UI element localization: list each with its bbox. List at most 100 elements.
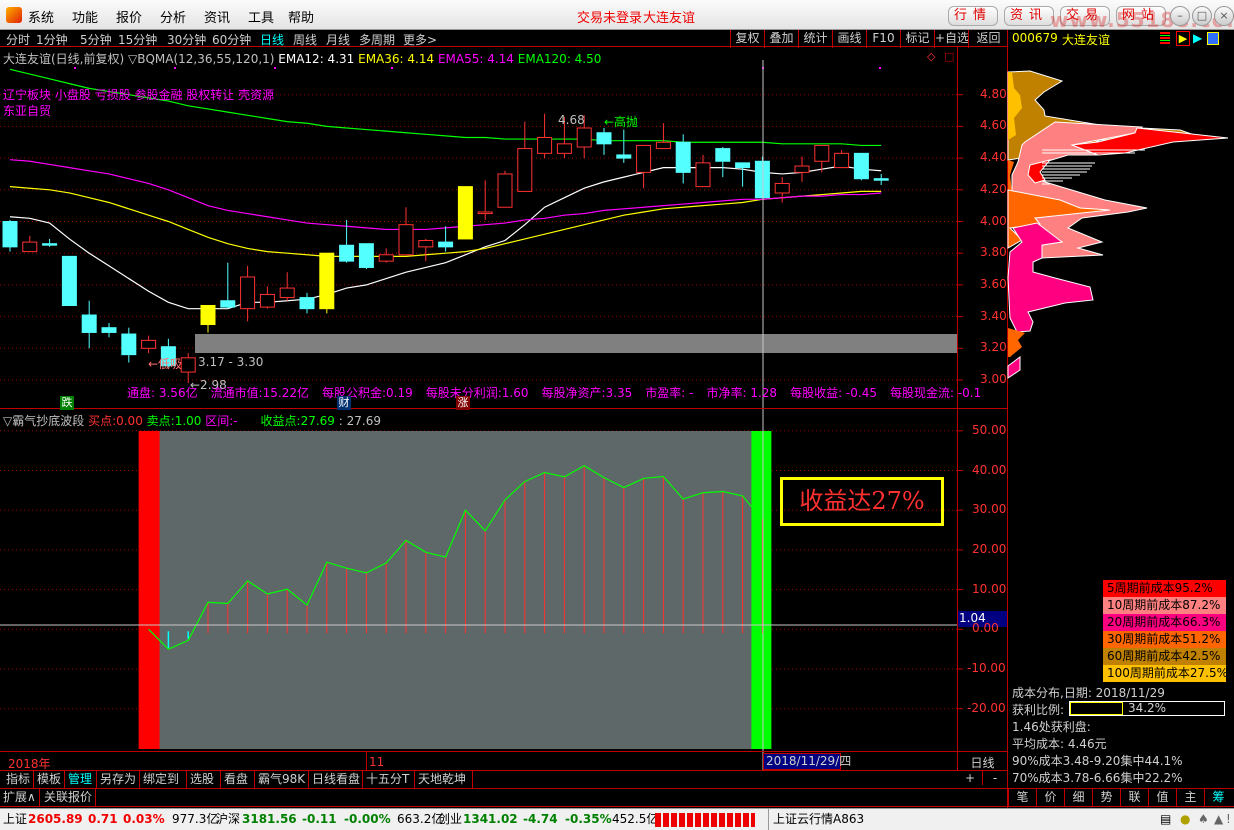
toolbar-button-0[interactable]: 复权	[730, 30, 764, 48]
server-name[interactable]: 上证云行情A863	[768, 809, 864, 830]
website-button[interactable]: 网站	[1116, 6, 1166, 26]
badge-rise[interactable]: 涨	[456, 396, 470, 410]
period-tab-0[interactable]: 分时	[6, 33, 31, 47]
badge-finance[interactable]: 财	[337, 396, 351, 410]
coin-icon[interactable]: ●	[1180, 812, 1191, 826]
bottom-tab-5[interactable]: 选股	[187, 771, 221, 789]
quotes-button[interactable]: 行情	[948, 6, 998, 26]
right-tab-3[interactable]: 势	[1092, 789, 1120, 807]
news-button[interactable]: 资讯	[1004, 6, 1054, 26]
chip-legend-1[interactable]: 10周期前成本87.2%	[1103, 597, 1226, 614]
candle[interactable]	[655, 123, 671, 150]
candle[interactable]	[675, 134, 691, 184]
candle[interactable]	[457, 186, 473, 240]
candle[interactable]	[358, 243, 374, 270]
candle[interactable]	[279, 272, 295, 301]
candle[interactable]	[160, 338, 176, 368]
candle[interactable]	[319, 252, 335, 314]
candle[interactable]	[259, 286, 275, 309]
menu-tools[interactable]: 工具	[248, 11, 275, 26]
candle[interactable]	[695, 154, 711, 188]
candle[interactable]	[61, 255, 77, 307]
marker-diamond-icon[interactable]: ◇	[927, 50, 936, 63]
candle[interactable]	[22, 235, 38, 253]
level-icon[interactable]	[1160, 32, 1170, 45]
menu-quote[interactable]: 报价	[116, 11, 143, 26]
related-quotes-button[interactable]: 关联报价	[41, 789, 97, 807]
menu-system[interactable]: 系统	[28, 11, 55, 26]
bottom-tab-0[interactable]: 指标	[3, 771, 34, 789]
window-box-icon[interactable]: □	[944, 50, 955, 63]
toolbar-button-2[interactable]: 统计	[798, 30, 832, 48]
period-selector[interactable]: 日线	[970, 756, 995, 770]
chip-legend-2[interactable]: 20周期前成本66.3%	[1103, 614, 1226, 631]
candle[interactable]	[596, 127, 612, 155]
toolbar-button-5[interactable]: 标记	[900, 30, 934, 48]
maximize-icon[interactable]: □	[1192, 6, 1212, 26]
candle[interactable]	[378, 248, 394, 263]
candle[interactable]	[735, 162, 751, 187]
menu-function[interactable]: 功能	[72, 11, 99, 26]
bottom-tab-1[interactable]: 模板	[34, 771, 65, 789]
period-tab-9[interactable]: 多周期	[359, 33, 396, 47]
badge-fall[interactable]: 跌	[60, 396, 74, 410]
candle[interactable]	[339, 219, 355, 263]
bottom-tab-8[interactable]: 日线看盘	[309, 771, 363, 789]
info-icon[interactable]: !	[1226, 812, 1231, 826]
candle[interactable]	[715, 147, 731, 178]
candle[interactable]	[477, 180, 493, 220]
candle[interactable]	[616, 129, 632, 163]
chip-legend-4[interactable]: 60周期前成本42.5%	[1103, 648, 1226, 665]
indicator-name[interactable]: ▽BQMA(12,36,55,120,1)	[128, 52, 275, 66]
bottom-tab-3[interactable]: 另存为	[97, 771, 140, 789]
panel-icon[interactable]	[1207, 32, 1219, 45]
candle[interactable]	[576, 115, 592, 159]
period-tab-3[interactable]: 15分钟	[118, 33, 158, 47]
candle[interactable]	[517, 121, 533, 192]
chip-legend-5[interactable]: 100周期前成本27.5%	[1103, 665, 1228, 682]
toolbar-button-1[interactable]: 叠加	[764, 30, 798, 48]
candle[interactable]	[537, 113, 553, 159]
period-tab-2[interactable]: 5分钟	[80, 33, 112, 47]
candle[interactable]	[2, 219, 18, 252]
period-tab-4[interactable]: 30分钟	[167, 33, 207, 47]
candle[interactable]	[556, 116, 572, 159]
candle[interactable]	[200, 305, 216, 333]
bottom-tab-7[interactable]: 霸气98K	[255, 771, 309, 789]
toolbar-button-4[interactable]: F10	[866, 30, 900, 48]
zoom-in-button[interactable]: +	[958, 771, 983, 785]
satellite-icon[interactable]: ♠	[1198, 812, 1209, 826]
expand-button[interactable]: 扩展∧	[0, 789, 40, 807]
period-tab-1[interactable]: 1分钟	[36, 33, 68, 47]
trade-button[interactable]: 交易	[1060, 6, 1110, 26]
bottom-tab-10[interactable]: 天地乾坤	[415, 771, 473, 789]
right-tab-1[interactable]: 价	[1036, 789, 1064, 807]
bottom-tab-2[interactable]: 管理	[65, 771, 97, 789]
candle[interactable]	[141, 335, 157, 354]
menu-analysis[interactable]: 分析	[160, 11, 187, 26]
candle[interactable]	[42, 238, 58, 247]
right-tab-0[interactable]: 笔	[1008, 789, 1036, 807]
candle[interactable]	[418, 238, 434, 262]
period-tab-10[interactable]: 更多>	[403, 33, 438, 47]
right-tab-6[interactable]: 主	[1176, 789, 1204, 807]
candle[interactable]	[794, 156, 810, 182]
candle[interactable]	[834, 150, 850, 169]
toolbar-button-6[interactable]: +自选	[934, 30, 969, 48]
chip-legend-3[interactable]: 30周期前成本51.2%	[1103, 631, 1226, 648]
period-tab-8[interactable]: 月线	[326, 33, 351, 47]
candle[interactable]	[754, 156, 770, 199]
toolbar-button-7[interactable]: 返回	[968, 30, 1008, 48]
lower-indicator-name[interactable]: ▽霸气抄底波段	[3, 414, 85, 428]
period-tab-5[interactable]: 60分钟	[212, 33, 252, 47]
candle[interactable]	[636, 144, 652, 189]
candle[interactable]	[180, 353, 196, 384]
menu-news[interactable]: 资讯	[204, 11, 231, 26]
flag-red-icon[interactable]: ▶	[1176, 31, 1190, 46]
right-tab-2[interactable]: 细	[1064, 789, 1092, 807]
candle[interactable]	[398, 207, 414, 256]
candle[interactable]	[853, 152, 869, 181]
flag-cyan-icon[interactable]: ▶	[1193, 31, 1203, 45]
candle[interactable]	[299, 292, 315, 314]
candle[interactable]	[497, 170, 513, 208]
